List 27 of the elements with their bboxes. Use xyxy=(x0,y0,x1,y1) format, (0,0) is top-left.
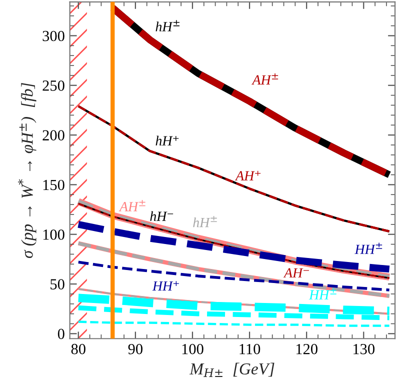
y-tick-label: 300 xyxy=(42,30,64,42)
y-tick-label: 200 xyxy=(42,130,64,140)
y-tick-label: 0 xyxy=(58,328,64,340)
x-axis-title: M$_{H±}$ [GeV] xyxy=(189,362,274,377)
series-label: AH$^{±}$ xyxy=(252,73,278,84)
x-tick-label: 90 xyxy=(128,344,142,354)
series-label: HH$^{±}$ xyxy=(354,242,382,254)
series-label: hH⁺ xyxy=(156,136,179,146)
series-label: AH⁺ xyxy=(234,170,261,180)
x-tick-label: 120 xyxy=(296,344,318,354)
x-tick-label: 100 xyxy=(182,344,204,354)
series-label: hH$^{±}$ xyxy=(193,216,217,228)
x-tick-label: 130 xyxy=(354,344,375,354)
series-label: AH⁻ xyxy=(283,268,309,278)
series-label: HH⁺ xyxy=(152,281,179,291)
y-tick-label: 50 xyxy=(50,279,64,290)
y-tick-label: 150 xyxy=(43,180,64,190)
series-label: AH$^{±}$ xyxy=(118,200,146,212)
line-series xyxy=(77,105,390,232)
x-tick-label: 110 xyxy=(240,344,260,354)
y-tick-label: 250 xyxy=(42,80,64,91)
x-tick-label: 80 xyxy=(71,344,86,354)
y-axis-title: σ (pp → W$^{*}$ → φH$^{±}$) [fb] xyxy=(18,82,36,258)
y-tick-label: 100 xyxy=(43,229,64,240)
series-label: HH$^{±}$ xyxy=(308,288,336,300)
series-label: hH⁻ xyxy=(150,211,174,221)
series-label: hH$^{±}$ xyxy=(156,20,180,32)
